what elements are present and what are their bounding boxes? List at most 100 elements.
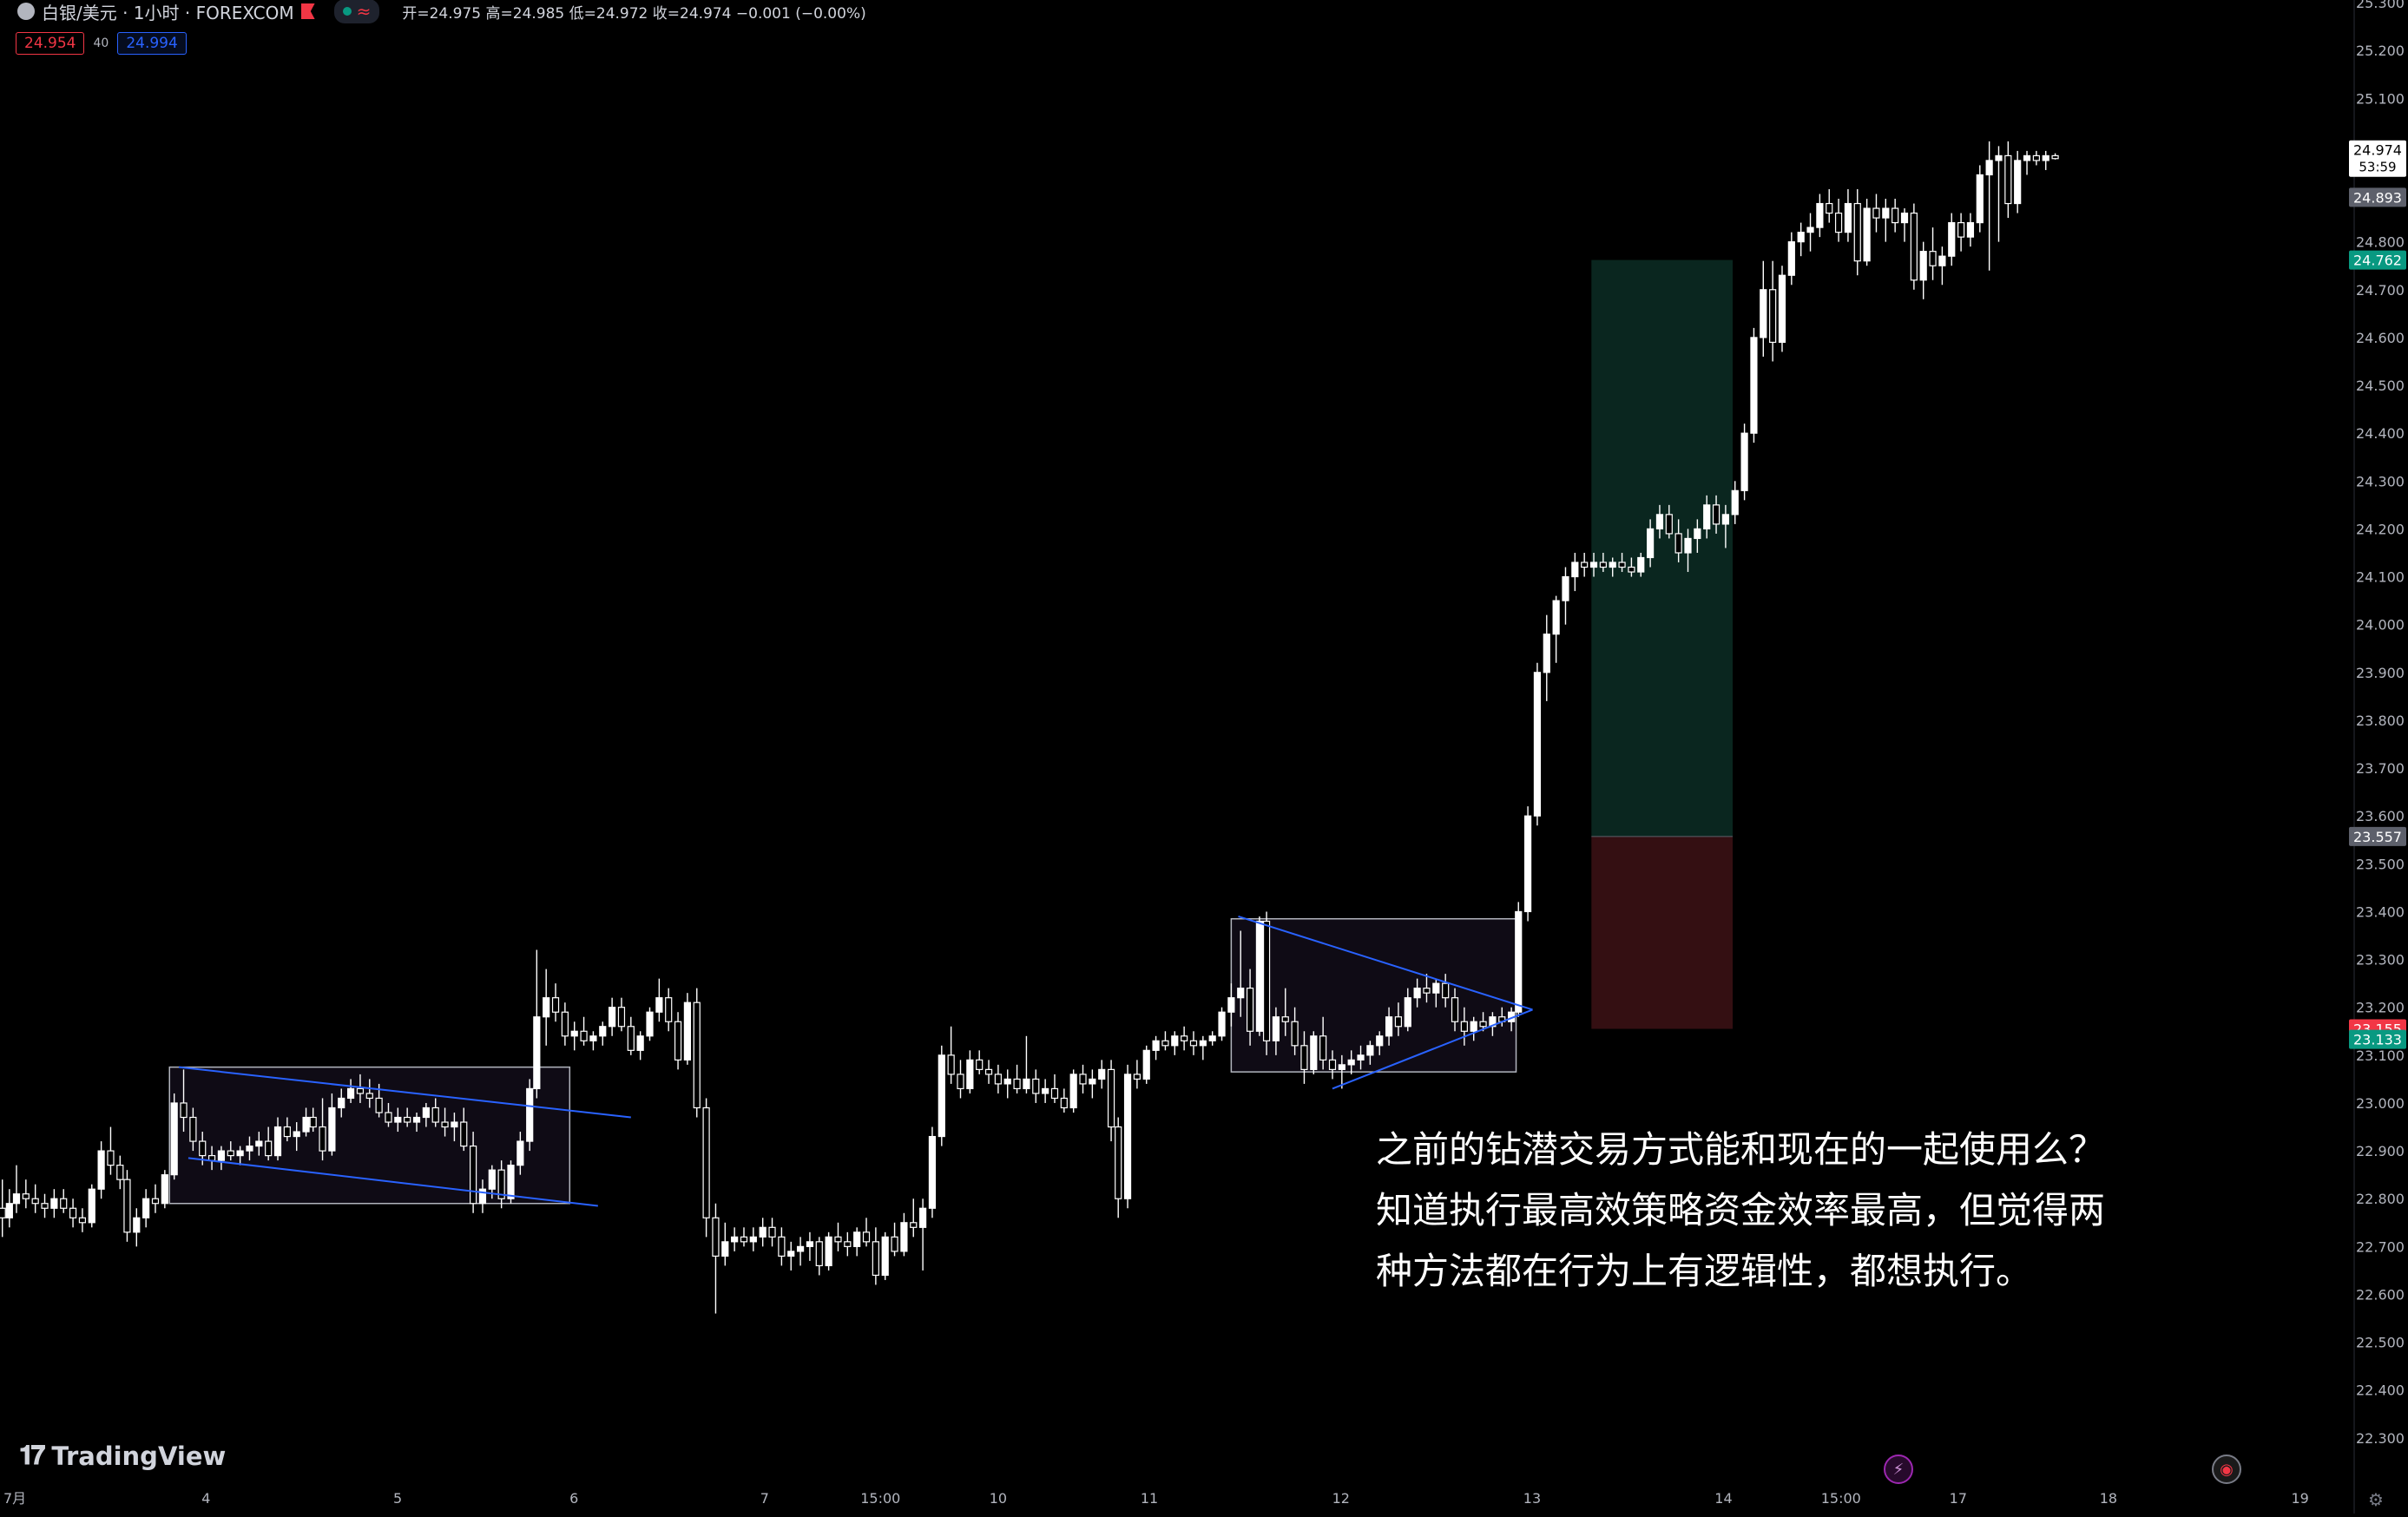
candle bbox=[665, 988, 673, 1032]
candle-body bbox=[1489, 1016, 1497, 1028]
candle-body bbox=[161, 1174, 168, 1205]
candle bbox=[2004, 141, 2012, 219]
candle-body bbox=[787, 1251, 795, 1257]
price-tick-label: 24.400 bbox=[2356, 425, 2405, 442]
candle bbox=[2014, 150, 2022, 213]
candle bbox=[12, 1165, 21, 1213]
price-tick-label: 24.000 bbox=[2356, 617, 2405, 634]
candle-body bbox=[41, 1203, 49, 1209]
silver-symbol-icon[interactable] bbox=[17, 3, 35, 20]
candle bbox=[1479, 1012, 1487, 1032]
candle bbox=[1281, 988, 1289, 1036]
candle bbox=[1721, 504, 1729, 548]
event-bolt-icon[interactable]: ⚡ bbox=[1884, 1455, 1913, 1484]
candle bbox=[1098, 1060, 1106, 1089]
time-tick-label: 14 bbox=[1714, 1490, 1732, 1507]
candle bbox=[1618, 552, 1626, 573]
candle bbox=[1581, 552, 1589, 577]
candle-body bbox=[1892, 207, 1899, 224]
candle-body bbox=[2032, 154, 2040, 161]
candle bbox=[976, 1050, 984, 1074]
candle-body bbox=[1042, 1087, 1049, 1094]
candle-body bbox=[1712, 504, 1720, 525]
candle bbox=[543, 969, 550, 1046]
candle bbox=[1319, 1016, 1327, 1070]
price-label-bg bbox=[2349, 140, 2406, 177]
sell-button[interactable]: 24.954 bbox=[16, 32, 85, 55]
annotation-text[interactable]: 之前的钻潜交易方式能和现在的一起使用么？ 知道执行最高效策略资金效率最高，但觉得… bbox=[1376, 1128, 2106, 1292]
candle-body bbox=[919, 1207, 927, 1228]
candle bbox=[1966, 213, 1975, 247]
price-tick-label: 22.700 bbox=[2356, 1238, 2405, 1255]
price-label: 24.762 bbox=[2349, 250, 2406, 270]
price-label: 23.133 bbox=[2349, 1029, 2406, 1049]
candle bbox=[1227, 983, 1235, 1027]
candle bbox=[1872, 194, 1880, 233]
candle bbox=[881, 1231, 889, 1280]
event-us-flag-icon[interactable]: ◉ bbox=[2212, 1455, 2241, 1484]
price-tick-label: 23.800 bbox=[2356, 713, 2405, 729]
candle bbox=[1844, 189, 1852, 242]
candle bbox=[1404, 988, 1411, 1032]
candle bbox=[227, 1141, 234, 1161]
price-tick-label: 24.700 bbox=[2356, 282, 2405, 299]
candle bbox=[356, 1074, 365, 1103]
candle-body bbox=[1750, 337, 1758, 434]
candle bbox=[1347, 1050, 1355, 1074]
candle-body bbox=[2051, 154, 2059, 160]
tradingview-logo[interactable]: 𝟏𝟕 TradingView bbox=[19, 1441, 226, 1471]
candle bbox=[2051, 153, 2059, 160]
candle bbox=[1674, 519, 1682, 563]
candle-body bbox=[665, 997, 673, 1022]
candle-body bbox=[1181, 1035, 1188, 1041]
symbol-title[interactable]: 白银/美元 · 1小时 · FOREXCOM bbox=[42, 2, 294, 23]
candle-body bbox=[1107, 1068, 1115, 1128]
gear-icon[interactable]: ⚙ bbox=[2368, 1489, 2384, 1510]
candle-body bbox=[947, 1054, 955, 1075]
candle-body bbox=[1647, 528, 1655, 559]
candle bbox=[1995, 146, 2003, 242]
candle-body bbox=[1404, 997, 1411, 1028]
candle bbox=[966, 1050, 974, 1093]
candle-body bbox=[617, 1007, 626, 1028]
candle bbox=[1806, 213, 1814, 252]
candle bbox=[1013, 1064, 1021, 1093]
candle bbox=[328, 1093, 336, 1156]
candle bbox=[1533, 662, 1542, 826]
price-tick-label: 23.500 bbox=[2356, 856, 2405, 872]
flag-icon[interactable] bbox=[300, 3, 315, 19]
candle bbox=[1552, 595, 1560, 663]
candle-body bbox=[2023, 154, 2031, 161]
candle bbox=[1760, 260, 1767, 357]
candle-body bbox=[1589, 561, 1598, 568]
price-tick-label: 23.200 bbox=[2356, 1000, 2405, 1016]
candle-body bbox=[1599, 561, 1607, 568]
candle bbox=[1731, 481, 1739, 524]
candle bbox=[1882, 199, 1890, 242]
candle bbox=[1152, 1035, 1160, 1061]
price-tick-label: 22.500 bbox=[2356, 1335, 2405, 1351]
candle bbox=[2023, 150, 2031, 175]
candle bbox=[516, 1132, 524, 1175]
candle-body bbox=[1310, 1035, 1318, 1070]
candle-body bbox=[309, 1116, 317, 1128]
candle-body bbox=[881, 1236, 889, 1277]
candle-body bbox=[1797, 232, 1805, 243]
trendline bbox=[1332, 1008, 1533, 1090]
candle-body bbox=[1281, 1016, 1289, 1022]
candle-body bbox=[246, 1145, 253, 1152]
candle-body bbox=[806, 1241, 814, 1247]
candle bbox=[1523, 806, 1532, 922]
candle-body bbox=[1618, 561, 1626, 568]
buy-button[interactable]: 24.994 bbox=[117, 32, 187, 55]
candle bbox=[1272, 1007, 1280, 1055]
candle bbox=[441, 1107, 449, 1137]
candle-body bbox=[533, 1016, 541, 1090]
candle bbox=[1637, 552, 1645, 577]
candle-body bbox=[31, 1198, 39, 1205]
candle bbox=[293, 1122, 300, 1152]
market-status[interactable]: ≈ bbox=[333, 0, 380, 23]
candle-body bbox=[227, 1150, 234, 1157]
